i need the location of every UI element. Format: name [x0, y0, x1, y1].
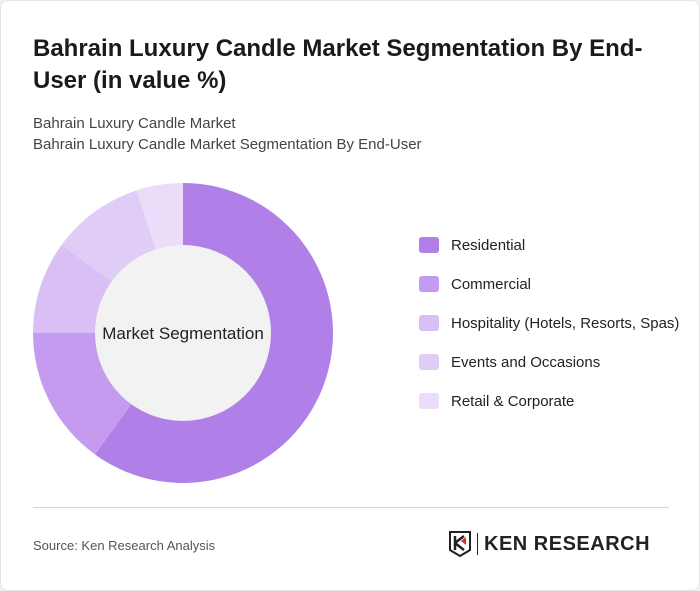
divider — [33, 507, 669, 508]
ken-research-logo: KEN RESEARCH — [449, 531, 650, 557]
logo-icon — [449, 531, 471, 557]
chart-title: Bahrain Luxury Candle Market Segmentatio… — [33, 35, 643, 94]
legend-label: Events and Occasions — [451, 354, 601, 371]
legend-label: Retail & Corporate — [451, 393, 575, 410]
legend-item: Retail & Corporate — [419, 391, 689, 412]
legend-item: Events and Occasions — [419, 352, 689, 373]
center-label: Market Segmentation — [102, 324, 264, 343]
legend-item: Commercial — [419, 274, 689, 295]
legend-item: Hospitality (Hotels, Resorts, Spas) — [419, 313, 689, 334]
legend-label: Commercial — [451, 276, 532, 293]
legend: Residential Commercial Hospitality (Hotels… — [419, 235, 689, 430]
legend-swatch — [419, 315, 439, 331]
chart-subtitle-2: Bahrain Luxury Candle Market Segmentatio… — [33, 136, 422, 153]
legend-swatch — [419, 354, 439, 370]
chart-subtitle: Bahrain Luxury Candle Market — [33, 115, 236, 132]
legend-label: Hospitality (Hotels, Resorts, Spas) — [451, 315, 680, 332]
legend-item: Residential — [419, 235, 689, 256]
legend-swatch — [419, 276, 439, 292]
donut-chart: Market Segmentation — [33, 183, 333, 483]
logo-text: KEN RESEARCH — [484, 532, 651, 555]
legend-label: Residential — [451, 237, 526, 254]
legend-swatch — [419, 237, 439, 253]
legend-swatch — [419, 393, 439, 409]
donut-center — [95, 245, 271, 421]
source-note: Source: Ken Research Analysis — [33, 538, 216, 553]
